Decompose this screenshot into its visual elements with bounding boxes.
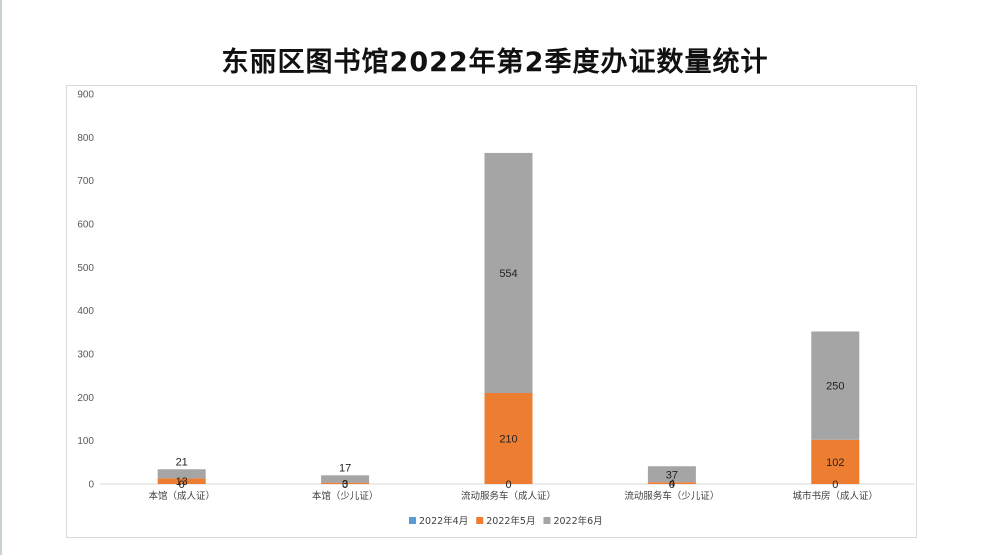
- y-tick-label: 900: [77, 90, 94, 101]
- data-label: 0: [179, 479, 185, 491]
- chart-title: 东丽区图书馆2022年第2季度办证数量统计: [221, 47, 769, 78]
- data-label: 4: [669, 478, 675, 490]
- bar-segment: [811, 439, 860, 484]
- bar-segment: [647, 482, 696, 484]
- y-tick-label: 500: [77, 263, 94, 274]
- y-tick-label: 300: [77, 350, 94, 361]
- legend-swatch: [476, 517, 484, 524]
- bar-segment: [647, 466, 696, 483]
- x-category-label: 流动服务车（少儿证）: [624, 490, 719, 502]
- y-tick-label: 800: [77, 133, 94, 144]
- x-category-label: 本馆（成人证）: [148, 490, 215, 502]
- data-label: 37: [666, 469, 678, 481]
- y-tick-label: 0: [88, 480, 94, 491]
- data-label: 13: [176, 476, 188, 488]
- bar-segment: [484, 152, 533, 393]
- bar-segment: [811, 331, 860, 440]
- bar-segment: [484, 393, 533, 484]
- x-category-label: 城市书房（成人证）: [793, 490, 879, 502]
- data-label: 0: [832, 479, 838, 491]
- bar-segment: [157, 478, 206, 484]
- data-label: 0: [669, 479, 675, 491]
- legend-label: 2022年5月: [486, 515, 535, 527]
- x-category-label: 本馆（少儿证）: [312, 490, 379, 502]
- legend-label: 2022年6月: [553, 515, 602, 527]
- chart-frame: [66, 85, 917, 538]
- y-tick-label: 200: [77, 393, 94, 404]
- x-category-label: 流动服务车（成人证）: [461, 490, 556, 502]
- data-label: 17: [339, 462, 351, 474]
- legend-swatch: [543, 517, 551, 524]
- data-label: 250: [826, 381, 844, 393]
- bar-segment: [321, 482, 370, 484]
- y-tick-label: 400: [77, 306, 94, 317]
- data-label: 0: [342, 479, 348, 491]
- data-label: 3: [342, 478, 348, 490]
- data-label: 554: [499, 268, 517, 280]
- legend-swatch: [409, 517, 416, 524]
- legend-label: 2022年4月: [419, 515, 468, 527]
- left-border-rule: [0, 0, 2, 555]
- data-label: 21: [176, 456, 188, 468]
- bar-segment: [157, 469, 206, 479]
- data-label: 102: [826, 457, 844, 469]
- data-label: 210: [499, 434, 517, 446]
- y-tick-label: 600: [77, 220, 94, 231]
- bar-segment: [321, 475, 370, 483]
- y-tick-label: 700: [77, 176, 94, 187]
- y-tick-label: 100: [77, 436, 94, 447]
- data-label: 0: [505, 479, 511, 491]
